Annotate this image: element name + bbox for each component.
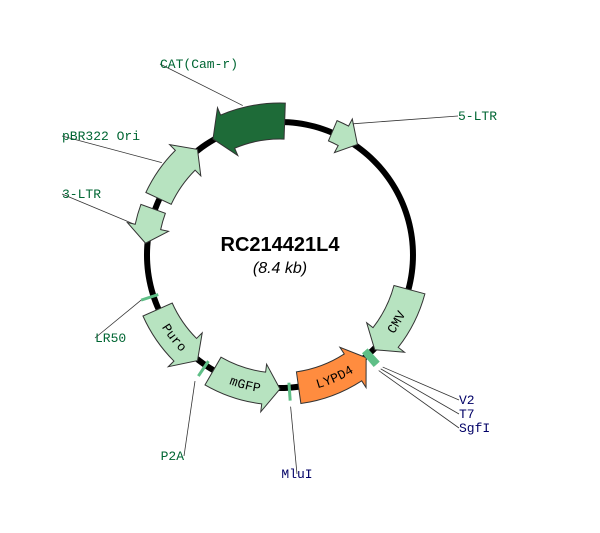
ext-label-lr50: LR50: [95, 331, 126, 346]
plasmid-size: (8.4 kb): [253, 260, 307, 277]
ext-label-3-ltr: 3-LTR: [62, 187, 101, 202]
feature-arc-cat-cam-r-: [213, 103, 285, 156]
ext-label-sgfi: SgfI: [459, 421, 490, 436]
leader-line-5-ltr: [353, 116, 458, 124]
ext-label-pbr322-ori: pBR322 Ori: [62, 129, 140, 144]
leader-line-p2a: [184, 381, 195, 456]
site-tick-mlui: [289, 383, 290, 401]
leader-line-v2: [383, 367, 459, 400]
ext-label-cat-cam-r-: CAT(Cam-r): [160, 57, 238, 72]
leader-line-t7: [381, 369, 459, 414]
ext-label-t7: T7: [459, 407, 475, 422]
plasmid-map: CMVLYPD4mGFPPuro5-LTRV2T7SgfIMluIP2ALR50…: [0, 0, 600, 533]
ext-label-5-ltr: 5-LTR: [458, 109, 497, 124]
feature-arc-3-ltr: [127, 204, 168, 243]
leader-line-sgfi: [379, 371, 459, 428]
ext-label-p2a: P2A: [161, 449, 185, 464]
leader-line-mlui: [291, 407, 297, 474]
ext-label-mlui: MluI: [281, 467, 312, 482]
plasmid-name: RC214421L4: [221, 234, 341, 256]
ext-label-v2: V2: [459, 393, 475, 408]
feature-arc-pbr322-ori: [146, 145, 201, 205]
